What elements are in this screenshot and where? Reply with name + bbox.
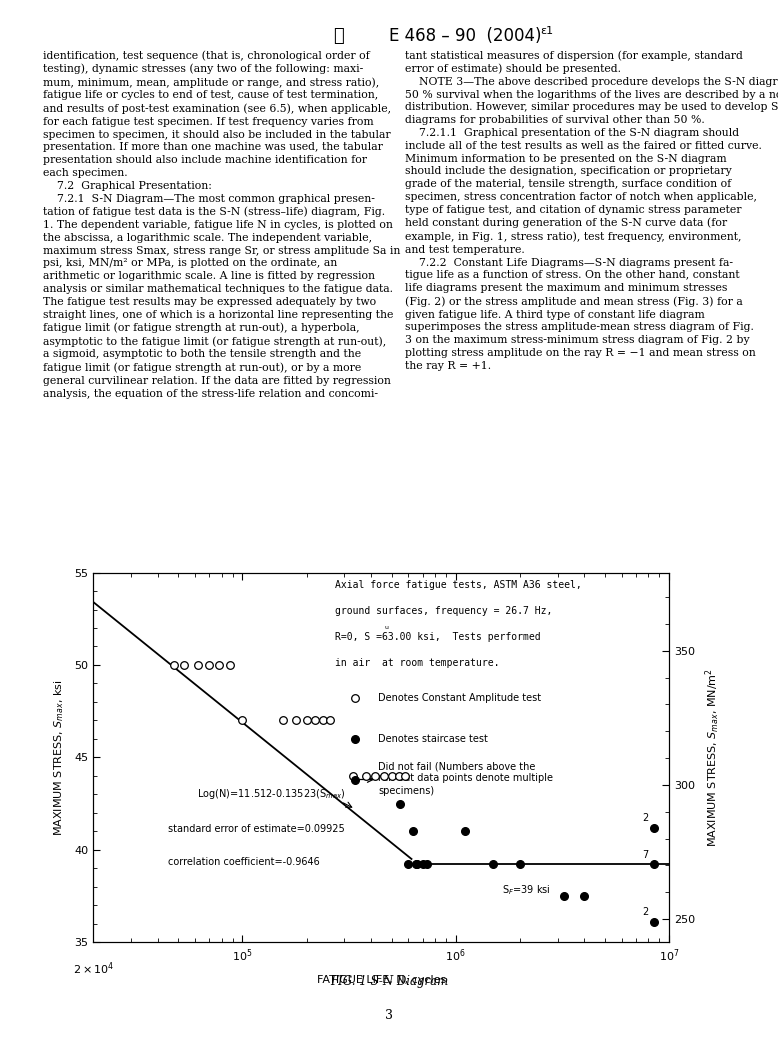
Text: 7: 7 xyxy=(642,849,648,860)
Text: tant statistical measures of dispersion (for example, standard
error of estimate: tant statistical measures of dispersion … xyxy=(405,50,778,371)
Text: 2: 2 xyxy=(642,907,648,917)
Text: Log(N)=11.512-0.13523(S$_{max}$): Log(N)=11.512-0.13523(S$_{max}$) xyxy=(197,787,345,801)
Text: $2\times10^4$: $2\times10^4$ xyxy=(72,961,114,977)
Text: ground surfaces, frequency = 26.7 Hz,: ground surfaces, frequency = 26.7 Hz, xyxy=(335,606,552,616)
Text: Denotes staircase test: Denotes staircase test xyxy=(378,734,489,744)
Text: correlation coefficient=-0.9646: correlation coefficient=-0.9646 xyxy=(168,857,320,867)
Text: FIG. 1 S-N Diagram: FIG. 1 S-N Diagram xyxy=(330,975,448,988)
Text: identification, test sequence (that is, chronological order of
testing), dynamic: identification, test sequence (that is, … xyxy=(43,50,400,399)
Text: in air  at room temperature.: in air at room temperature. xyxy=(335,658,499,667)
X-axis label: FATIGUE LIFE, N, cycles: FATIGUE LIFE, N, cycles xyxy=(317,974,446,985)
Y-axis label: MAXIMUM STRESS, $S_{max}$, MN/m$^2$: MAXIMUM STRESS, $S_{max}$, MN/m$^2$ xyxy=(703,668,722,846)
Text: ε1: ε1 xyxy=(541,26,554,36)
Y-axis label: MAXIMUM STRESS, $S_{max}$, ksi: MAXIMUM STRESS, $S_{max}$, ksi xyxy=(52,679,66,836)
Text: Ⓛ: Ⓛ xyxy=(333,27,344,46)
Text: Axial force fatigue tests, ASTM A36 steel,: Axial force fatigue tests, ASTM A36 stee… xyxy=(335,580,582,590)
Text: Denotes Constant Amplitude test: Denotes Constant Amplitude test xyxy=(378,693,541,704)
Text: R=0, S =63.00 ksi,  Tests performed: R=0, S =63.00 ksi, Tests performed xyxy=(335,632,541,641)
Text: Did not fail (Numbers above the
run-out data points denote multiple
specimens): Did not fail (Numbers above the run-out … xyxy=(378,761,553,795)
Text: S$_F$=39 ksi: S$_F$=39 ksi xyxy=(502,883,551,896)
Text: u: u xyxy=(384,625,388,630)
Text: E 468 – 90  (2004): E 468 – 90 (2004) xyxy=(389,27,541,46)
Text: 3: 3 xyxy=(385,1010,393,1022)
Text: 2: 2 xyxy=(642,813,648,823)
Text: standard error of estimate=0.09925: standard error of estimate=0.09925 xyxy=(168,823,345,834)
